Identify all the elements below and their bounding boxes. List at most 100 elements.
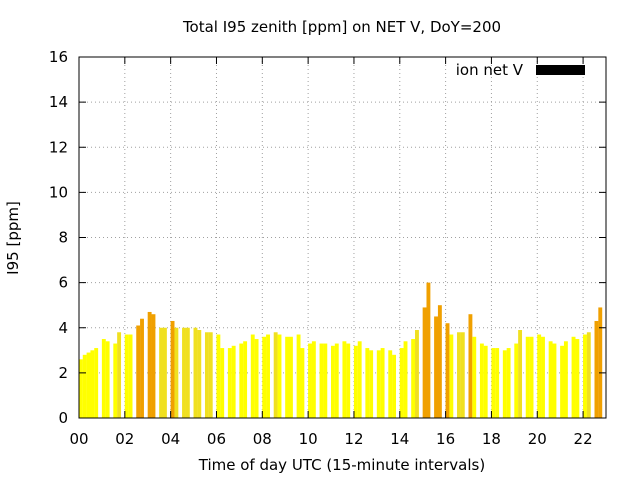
y-tick-label: 16 — [49, 48, 68, 66]
x-tick-label: 10 — [299, 430, 318, 448]
bar — [449, 334, 454, 418]
y-axis-label: I95 [ppm] — [4, 201, 22, 275]
bar — [185, 327, 190, 418]
y-tick-label: 8 — [58, 229, 68, 247]
bar — [491, 348, 496, 418]
x-tick-label: 02 — [115, 430, 134, 448]
bar — [506, 348, 511, 418]
bar — [285, 336, 290, 418]
bar — [227, 348, 232, 418]
x-tick-label: 06 — [207, 430, 226, 448]
bar — [273, 332, 278, 418]
bar — [193, 327, 198, 418]
bar — [174, 327, 179, 418]
bar — [598, 307, 603, 418]
bar — [231, 345, 236, 418]
legend-label: ion net V — [456, 61, 524, 79]
bar — [147, 311, 152, 418]
bar — [525, 336, 530, 418]
bar — [308, 343, 312, 418]
bar — [243, 341, 248, 418]
x-tick-label: 22 — [574, 430, 593, 448]
x-tick-label: 04 — [161, 430, 180, 448]
bar — [388, 350, 393, 418]
bar — [90, 350, 95, 418]
y-tick-label: 14 — [49, 93, 68, 111]
bar — [563, 341, 568, 418]
y-tick-label: 10 — [49, 183, 68, 201]
bar — [529, 336, 534, 418]
bar — [140, 318, 144, 418]
bar — [334, 343, 339, 418]
bar — [445, 323, 450, 418]
y-tick-label: 12 — [49, 138, 68, 156]
bar — [415, 330, 419, 418]
bar — [560, 345, 565, 418]
bar — [216, 334, 221, 418]
bar — [182, 327, 186, 418]
bar — [319, 343, 324, 418]
x-tick-label: 16 — [436, 430, 455, 448]
bar — [342, 341, 347, 418]
bar — [483, 345, 488, 418]
bar — [136, 325, 141, 418]
bar — [472, 336, 477, 418]
bar — [575, 339, 580, 418]
bar — [288, 336, 293, 418]
bar — [479, 343, 484, 418]
bar — [239, 343, 244, 418]
bar — [434, 316, 439, 418]
bar — [411, 339, 416, 418]
bar — [262, 336, 267, 418]
x-axis-label: Time of day UTC (15-minute intervals) — [198, 456, 485, 474]
y-tick-label: 0 — [58, 409, 68, 427]
bar — [541, 336, 545, 418]
x-tick-label: 08 — [253, 430, 272, 448]
bar — [254, 339, 259, 418]
bar — [594, 320, 599, 418]
y-tick-label: 4 — [58, 319, 68, 337]
legend: ion net V — [456, 61, 585, 79]
bars — [79, 282, 603, 418]
bar — [437, 305, 442, 418]
bar — [311, 341, 316, 418]
bar — [300, 348, 305, 418]
bar — [586, 332, 591, 418]
bar — [105, 341, 110, 418]
bar — [113, 343, 118, 418]
bar — [346, 343, 351, 418]
bar — [277, 334, 282, 418]
x-tick-label: 20 — [528, 430, 547, 448]
bar — [82, 354, 87, 418]
bar — [422, 307, 427, 418]
bar — [502, 350, 507, 418]
bar — [117, 332, 122, 418]
bar — [79, 359, 83, 418]
legend-swatch — [536, 65, 585, 75]
bar — [399, 348, 404, 418]
bar — [208, 332, 213, 418]
bar — [495, 348, 500, 418]
chart-title: Total I95 zenith [ppm] on NET V, DoY=200 — [182, 18, 501, 36]
bar — [392, 354, 397, 418]
bar — [537, 334, 542, 418]
y-tick-label: 6 — [58, 274, 68, 292]
bar — [151, 314, 156, 418]
bar — [518, 330, 523, 418]
bar — [571, 336, 576, 418]
bar — [101, 339, 106, 418]
bar — [296, 334, 301, 418]
bar — [204, 332, 209, 418]
bar — [159, 327, 164, 418]
bar — [552, 343, 557, 418]
bar — [548, 341, 553, 418]
bar — [86, 352, 91, 418]
bar — [380, 348, 385, 418]
bar — [460, 332, 465, 418]
bar — [369, 350, 374, 418]
bar — [250, 334, 255, 418]
bar — [457, 332, 461, 418]
bar — [403, 341, 408, 418]
bar — [330, 345, 335, 418]
